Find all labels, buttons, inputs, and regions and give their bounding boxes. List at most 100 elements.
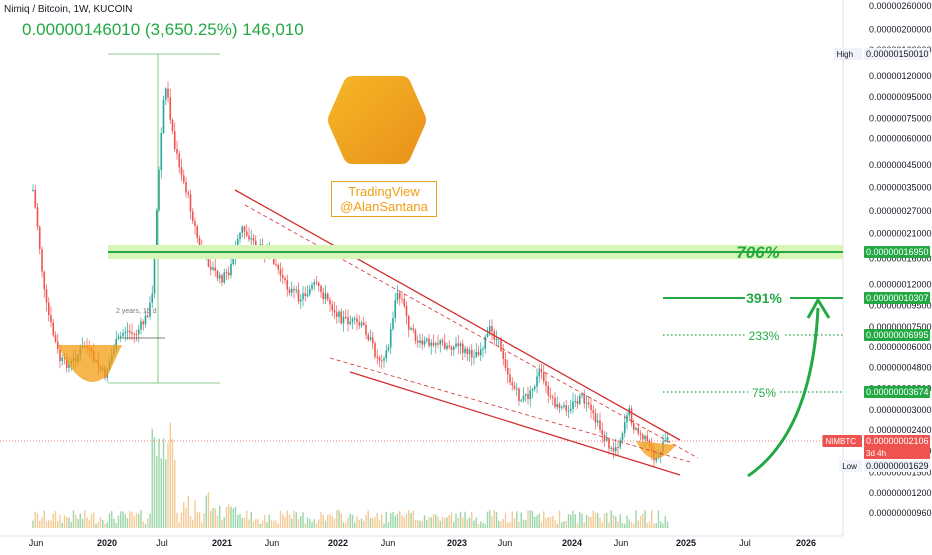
volume-bar bbox=[183, 502, 185, 528]
volume-bar bbox=[138, 513, 140, 528]
candle-body bbox=[644, 435, 646, 440]
candle-body bbox=[419, 340, 421, 343]
candle-body bbox=[599, 420, 601, 430]
volume-bar bbox=[320, 512, 322, 528]
time-tick-label: 2025 bbox=[676, 538, 696, 548]
volume-bar bbox=[178, 522, 180, 528]
candle-body bbox=[464, 348, 466, 353]
candle-body bbox=[164, 88, 167, 100]
candle-body bbox=[340, 311, 343, 324]
candle-body bbox=[281, 275, 284, 278]
volume-bar bbox=[77, 518, 79, 528]
candle-body bbox=[527, 394, 529, 400]
volume-bar bbox=[509, 521, 511, 528]
volume-bar bbox=[237, 515, 239, 528]
candle-body bbox=[252, 237, 255, 241]
volume-bar bbox=[617, 521, 619, 528]
candle-body bbox=[142, 321, 145, 325]
candle-body bbox=[459, 343, 462, 347]
volume-bar bbox=[266, 522, 268, 528]
candle-body bbox=[158, 170, 160, 211]
volume-bar bbox=[57, 520, 59, 528]
candle-body bbox=[68, 363, 70, 368]
price-badge-sub-bg bbox=[864, 447, 930, 459]
candle-body bbox=[347, 317, 349, 325]
candle-body bbox=[547, 385, 550, 396]
volume-bar bbox=[203, 513, 205, 528]
candle-body bbox=[223, 272, 226, 283]
candle-body bbox=[637, 427, 640, 434]
volume-bar bbox=[95, 523, 97, 528]
volume-bar bbox=[72, 510, 75, 528]
candle-body bbox=[396, 293, 399, 301]
volume-bar bbox=[441, 516, 444, 528]
volume-bar bbox=[432, 514, 435, 528]
candle-body bbox=[524, 394, 527, 396]
volume-bar bbox=[108, 513, 111, 528]
candle-body bbox=[583, 394, 586, 404]
candle-body bbox=[461, 343, 464, 353]
candle-body bbox=[297, 289, 300, 302]
candle-body bbox=[133, 333, 136, 335]
candle-body bbox=[565, 405, 568, 411]
candle-body bbox=[169, 97, 172, 120]
volume-bar bbox=[399, 511, 401, 528]
volume-bar bbox=[59, 514, 61, 528]
volume-bar bbox=[131, 512, 133, 528]
price-tick-label: 0.00000095000 bbox=[869, 92, 932, 102]
volume-bar bbox=[464, 511, 466, 528]
candle-body bbox=[254, 240, 257, 247]
price-badge-sub: 3d 4h bbox=[866, 449, 886, 458]
candle-body bbox=[522, 395, 525, 401]
price-tick-label: 0.00000120000 bbox=[869, 71, 932, 81]
candle-body bbox=[430, 342, 433, 346]
candle-body bbox=[126, 330, 129, 332]
volume-bar bbox=[142, 521, 144, 528]
candle-body bbox=[554, 397, 556, 408]
volume-bar bbox=[599, 517, 601, 528]
candle-body bbox=[365, 325, 367, 335]
candle-body bbox=[518, 388, 520, 402]
candle-body bbox=[581, 394, 583, 396]
volume-bar bbox=[284, 516, 286, 528]
volume-bar bbox=[198, 511, 201, 528]
volume-bar bbox=[336, 510, 338, 528]
price-tick-label: 0.00000016000 bbox=[869, 253, 932, 263]
candle-body bbox=[531, 388, 534, 391]
candle-body bbox=[378, 357, 381, 361]
volume-bar bbox=[176, 512, 178, 528]
volume-bar bbox=[189, 516, 192, 528]
candle-body bbox=[540, 371, 543, 373]
volume-bar bbox=[450, 512, 453, 528]
candle-body bbox=[380, 360, 383, 362]
candle-body bbox=[452, 346, 455, 350]
candle-body bbox=[486, 333, 489, 337]
candle-body bbox=[41, 249, 43, 272]
volume-bar bbox=[360, 518, 363, 528]
volume-bar bbox=[502, 519, 504, 528]
candle-body bbox=[367, 334, 370, 340]
volume-bar bbox=[120, 511, 122, 528]
candle-body bbox=[423, 340, 426, 345]
candle-body bbox=[455, 343, 457, 347]
candle-body bbox=[277, 264, 280, 270]
candle-body bbox=[232, 258, 235, 265]
volume-bar bbox=[507, 522, 509, 528]
volume-bar bbox=[603, 513, 606, 528]
volume-bar bbox=[567, 514, 570, 528]
candle-body bbox=[313, 282, 316, 286]
candle-body bbox=[171, 119, 174, 132]
volume-bar bbox=[52, 513, 54, 528]
time-tick-label: 2020 bbox=[97, 538, 117, 548]
volume-bar bbox=[331, 515, 333, 528]
candle-body bbox=[617, 447, 619, 449]
candle-body bbox=[601, 429, 604, 435]
volume-bar bbox=[403, 517, 405, 528]
volume-bar bbox=[151, 428, 153, 528]
volume-bar bbox=[144, 523, 147, 528]
candle-body bbox=[149, 302, 151, 317]
price-tick-label: 0.00000003000 bbox=[869, 405, 932, 415]
volume-bar bbox=[435, 514, 437, 528]
candle-body bbox=[549, 395, 552, 397]
